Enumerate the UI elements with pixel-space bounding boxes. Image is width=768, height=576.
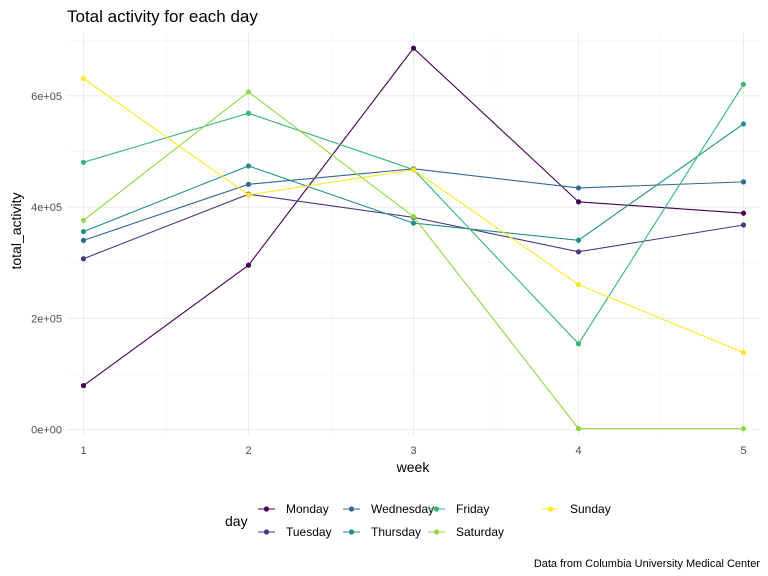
legend-title: day <box>225 513 248 529</box>
data-point-thursday <box>80 228 87 235</box>
data-point-monday <box>740 210 747 216</box>
data-point-friday <box>740 81 747 87</box>
data-point-saturday <box>410 213 417 220</box>
data-point-tuesday <box>575 249 582 255</box>
legend-item-monday: Monday <box>258 502 329 516</box>
series-sunday <box>80 76 747 356</box>
legend-item-thursday: Thursday <box>343 525 421 539</box>
legend-key-point <box>433 529 440 535</box>
data-point-sunday <box>740 349 747 356</box>
data-point-monday <box>410 45 417 51</box>
legend-key-point <box>263 529 270 535</box>
y-tick-label: 2e+05 <box>31 313 62 325</box>
data-point-saturday <box>740 426 747 432</box>
legend-key-point <box>348 506 355 512</box>
data-point-thursday <box>575 237 582 243</box>
data-point-tuesday <box>740 222 747 228</box>
legend-item-sunday: Sunday <box>542 502 611 516</box>
legend-label: Monday <box>286 502 329 516</box>
legend-label: Tuesday <box>286 525 332 539</box>
data-point-thursday <box>410 220 417 226</box>
legend-label: Sunday <box>570 502 611 516</box>
legend-key-point <box>348 529 355 535</box>
y-axis-title: total_activity <box>8 192 24 269</box>
legend-item-friday: Friday <box>428 502 489 516</box>
series-monday <box>80 45 747 389</box>
data-point-tuesday <box>80 256 87 262</box>
grid-lines <box>67 32 760 435</box>
data-point-thursday <box>740 121 747 127</box>
chart-title: Total activity for each day <box>67 7 258 26</box>
chart-caption: Data from Columbia University Medical Ce… <box>534 558 761 570</box>
legend: day Monday Tuesday Wednesday Thursday Friday… <box>225 502 611 539</box>
data-point-sunday <box>80 76 87 82</box>
legend-key-point <box>433 506 440 512</box>
data-point-friday <box>245 110 252 116</box>
legend-label: Wednesday <box>371 502 434 516</box>
x-axis: 1 2 3 4 5 <box>80 445 746 457</box>
series-layer <box>80 45 747 432</box>
x-tick-label: 1 <box>80 445 86 457</box>
x-tick-label: 3 <box>410 445 416 457</box>
legend-label: Saturday <box>456 525 504 539</box>
data-point-sunday <box>575 281 582 288</box>
y-tick-label: 6e+05 <box>31 91 62 103</box>
x-tick-label: 5 <box>740 445 746 457</box>
data-point-wednesday <box>740 179 747 185</box>
data-point-friday <box>80 159 87 165</box>
data-point-wednesday <box>575 185 582 191</box>
y-axis: 0e+00 2e+05 4e+05 6e+05 <box>31 91 62 437</box>
data-point-sunday <box>245 192 252 198</box>
legend-key-point <box>547 506 554 512</box>
legend-item-tuesday: Tuesday <box>258 525 332 539</box>
y-tick-label: 4e+05 <box>31 202 62 214</box>
legend-label: Friday <box>456 502 489 516</box>
data-point-saturday <box>575 426 582 432</box>
x-tick-label: 2 <box>245 445 251 457</box>
series-saturday <box>80 89 747 432</box>
data-point-saturday <box>80 217 87 223</box>
y-tick-label: 0e+00 <box>31 424 62 436</box>
data-point-wednesday <box>245 181 252 187</box>
legend-item-saturday: Saturday <box>428 525 504 539</box>
legend-key-point <box>263 506 270 512</box>
data-point-friday <box>575 341 582 347</box>
data-point-monday <box>245 262 252 268</box>
data-point-saturday <box>245 89 252 95</box>
x-axis-title: week <box>396 459 431 475</box>
x-tick-label: 4 <box>575 445 581 457</box>
legend-item-wednesday: Wednesday <box>343 502 434 516</box>
data-point-wednesday <box>80 237 87 243</box>
legend-label: Thursday <box>371 525 421 539</box>
data-point-monday <box>80 383 87 389</box>
data-point-sunday <box>410 167 417 173</box>
series-thursday <box>80 121 747 243</box>
data-point-thursday <box>245 163 252 169</box>
data-point-monday <box>575 199 582 205</box>
